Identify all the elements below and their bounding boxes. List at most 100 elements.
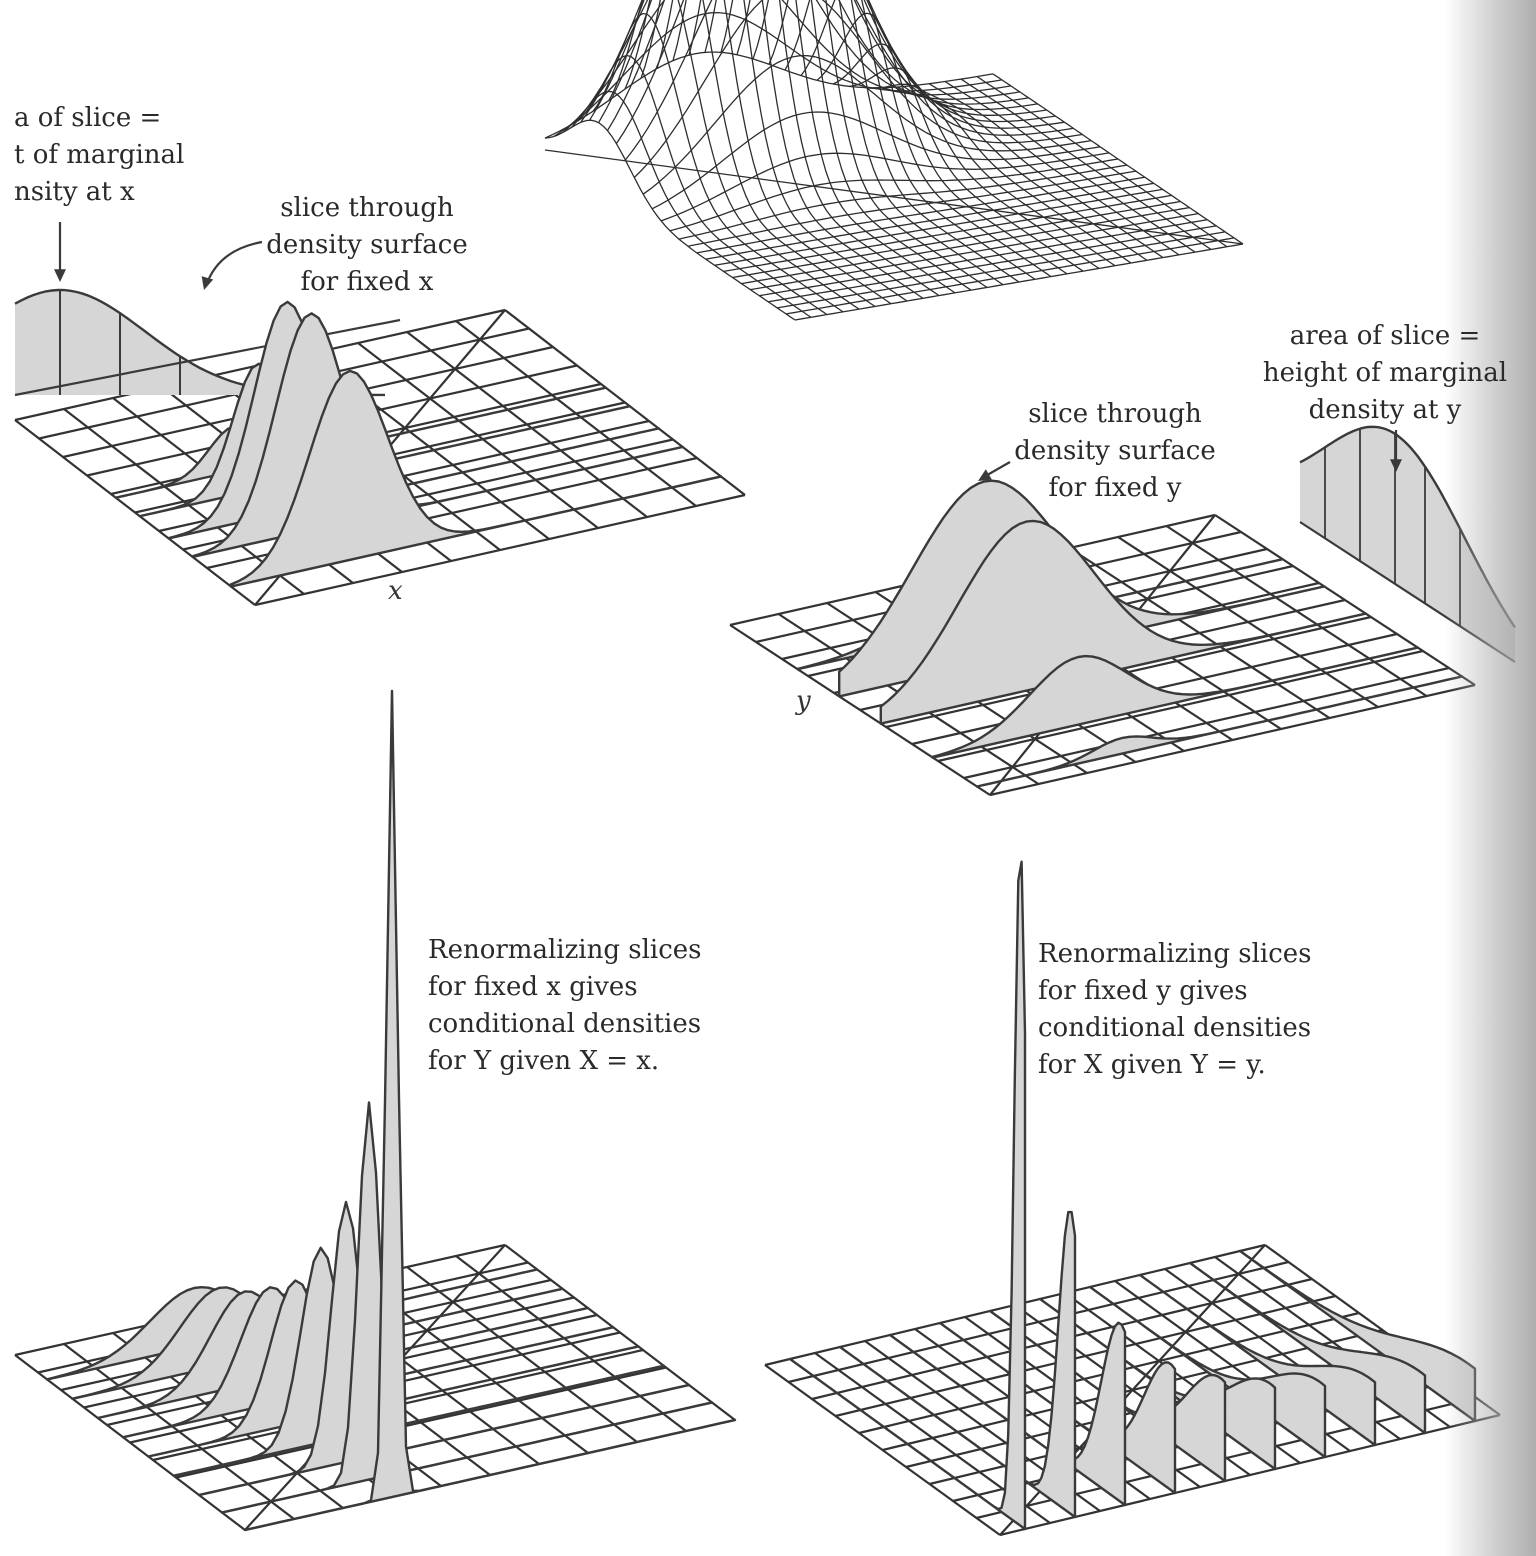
surface-mesh-line: [768, 0, 1020, 283]
grid-line: [406, 1266, 638, 1443]
conditional-slice-x: [243, 689, 737, 1532]
surface-mesh-line: [944, 80, 1196, 253]
marginal-x-fill: [15, 290, 385, 395]
surface-mesh-line: [723, 194, 1172, 273]
label-line: height of marginal: [1262, 358, 1508, 388]
grid-line: [1068, 547, 1331, 719]
arrow-slice-x: [204, 240, 263, 287]
conditional-slice-x: [172, 1246, 665, 1478]
slices-fixed-x-panel: [14, 288, 746, 607]
marginal-x-label: a of slice = t of marginal nsity at x: [14, 100, 184, 211]
label-line: slice through: [1028, 399, 1202, 429]
surface-mesh-line: [606, 0, 1056, 131]
grid-line: [504, 309, 746, 496]
arrow-head: [54, 269, 66, 282]
surface-mesh-line: [714, 188, 1163, 266]
conditional-slice-y: [838, 1210, 1077, 1519]
surface-mesh-line: [896, 86, 1148, 261]
label-line: slice through: [280, 193, 454, 223]
slice-x-label: slice through density surface for fixed …: [262, 190, 472, 301]
joint-density-surface: [544, 0, 1244, 321]
marginal-y-label: area of slice = height of marginal densi…: [1262, 318, 1508, 429]
grid-line: [504, 1244, 736, 1421]
slice-y-label: slice through density surface for fixed …: [1010, 396, 1220, 507]
surface-mesh-line: [705, 182, 1154, 260]
label-line: for Y given X = x.: [428, 1046, 660, 1076]
label-line: conditional densities: [1038, 1013, 1312, 1043]
surface-mesh-line: [992, 73, 1244, 245]
label-line: for fixed y gives: [1038, 976, 1248, 1006]
page-gutter-shadow: [1445, 0, 1536, 1556]
conditional-slice-x: [220, 1101, 714, 1514]
surface-mesh-line: [687, 170, 1137, 247]
surface-mesh-line: [816, 12, 1068, 275]
label-line: area of slice =: [1289, 321, 1481, 351]
label-line: for fixed x gives: [428, 972, 638, 1002]
grid-line: [1214, 514, 1476, 686]
surface-mesh-line: [571, 0, 1020, 128]
surface-mesh-line: [776, 231, 1226, 309]
renorm-y-label: Renormalizing slices for fixed y gives c…: [1038, 936, 1312, 1084]
grid-line: [1165, 525, 1428, 697]
label-line: density surface: [1014, 436, 1216, 466]
conditional-x-given-y-panel: [764, 860, 1501, 1537]
surface-mesh-line: [741, 206, 1190, 285]
label-line: density surface: [266, 230, 468, 260]
surface-mesh-line: [794, 243, 1244, 321]
surface-mesh-line: [784, 0, 1036, 280]
annotation-arrows: [54, 222, 1402, 481]
surface-mesh-line: [580, 0, 1029, 123]
surface-mesh-line: [785, 237, 1235, 315]
axis-y-label: y: [796, 686, 811, 716]
grid-line: [1117, 536, 1379, 708]
surface-mesh-line: [656, 0, 908, 302]
grid-line: [406, 331, 648, 518]
arrow-head: [978, 469, 992, 481]
label-line: density at y: [1308, 395, 1462, 425]
surface-mesh-line: [732, 200, 1181, 279]
surface-mesh-line: [696, 176, 1145, 254]
arrow-head: [1390, 459, 1402, 472]
grid-line: [835, 1294, 1336, 1418]
label-line: Renormalizing slices: [428, 935, 702, 965]
surface-mesh-line: [598, 0, 1047, 124]
label-line: nsity at x: [14, 177, 135, 207]
grid-line: [788, 1260, 1289, 1384]
arrow-head: [201, 276, 214, 290]
label-line: for X given Y = y.: [1038, 1050, 1266, 1080]
grid-line: [357, 342, 599, 529]
slice-fixed-y: [975, 675, 1464, 788]
surface-mesh-line: [752, 0, 1004, 286]
surface-mesh-line: [750, 212, 1199, 291]
label-line: conditional densities: [428, 1009, 702, 1039]
label-line: a of slice =: [14, 103, 162, 133]
conditional-y-given-x-panel: [14, 689, 737, 1532]
surface-mesh-line: [928, 83, 1180, 256]
slices-fixed-y-panel: [729, 425, 1517, 797]
surface-mesh-line: [800, 0, 1052, 278]
surface-mesh-line: [589, 0, 1038, 121]
surface-diagonal: [544, 149, 1244, 245]
surface-mesh-line: [832, 43, 1084, 272]
grid-line: [455, 320, 697, 507]
surface-mesh-line: [768, 225, 1217, 303]
label-line: for fixed y: [1048, 473, 1182, 503]
surface-mesh-line: [848, 67, 1100, 269]
surface-mesh-line: [960, 78, 1212, 250]
label-line: Renormalizing slices: [1038, 939, 1312, 969]
slice-fixed-x: [229, 369, 723, 588]
axis-x-label: x: [388, 576, 403, 606]
marginal-x-axis: [14, 318, 401, 397]
label-line: for fixed x: [300, 267, 434, 297]
surface-mesh-line: [624, 0, 1074, 161]
surface-mesh-line: [880, 87, 1132, 264]
surface-mesh-line: [640, 0, 892, 305]
surface-mesh-line: [560, 90, 812, 318]
conditional-slice-y: [788, 860, 1027, 1531]
slice-fixed-y: [931, 646, 1420, 759]
surface-mesh-line: [912, 85, 1164, 259]
surface-mesh-line: [864, 83, 1116, 267]
conditional-slice-x: [197, 1200, 691, 1497]
slice-fixed-y: [879, 519, 1368, 725]
